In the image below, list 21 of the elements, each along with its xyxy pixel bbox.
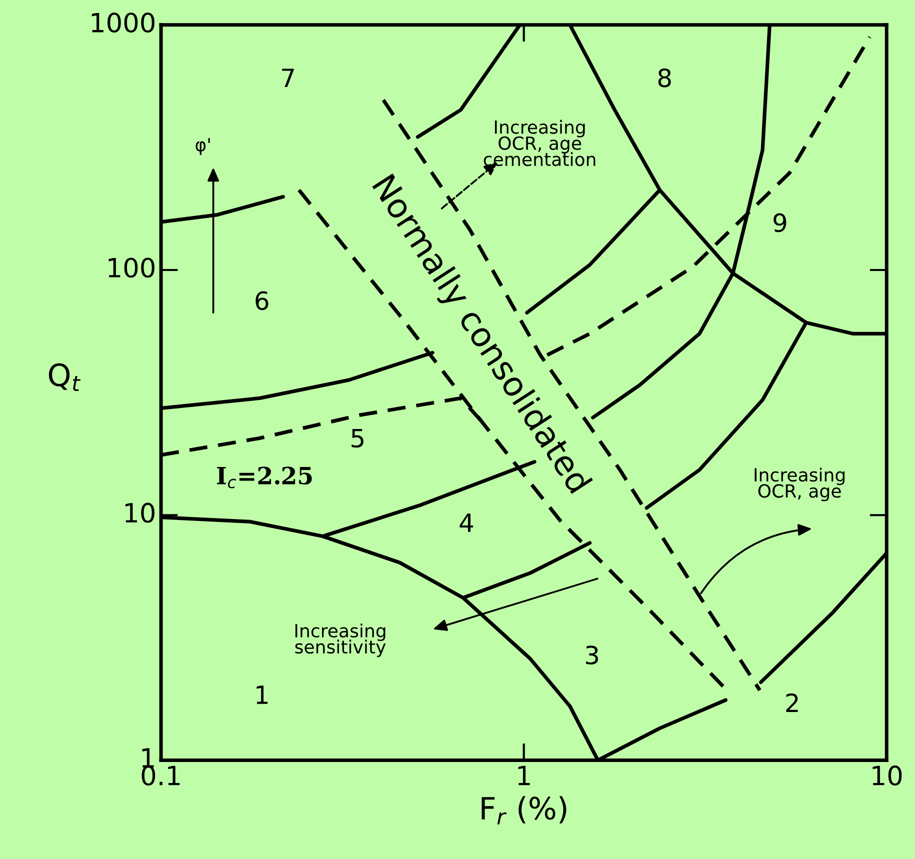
annotation: 5	[352, 429, 364, 448]
annotation: 4	[460, 514, 474, 532]
y-tick-label: 10	[126, 502, 154, 523]
x-tick-label: 1	[518, 766, 530, 786]
x-axis-title: F$_{r}$ (%)	[482, 796, 566, 824]
annotation: Increasing OCR, age cementation	[484, 120, 596, 166]
annotation: Increasing OCR, age	[754, 468, 845, 502]
annotation: 3	[586, 646, 598, 665]
annotation: 9	[774, 213, 786, 232]
annotation: Increasing sensitivity	[295, 624, 386, 658]
annotation: 1	[256, 686, 268, 704]
annotation: 2	[786, 693, 798, 712]
annotation: 8	[658, 68, 671, 88]
y-axis-title: Q$_{t}$	[48, 363, 81, 391]
y-tick-label: 100	[108, 258, 154, 278]
y-tick-label: 1000	[92, 12, 154, 33]
annotation: φ'	[196, 138, 210, 155]
annotation: 7	[282, 68, 294, 87]
annotation: 6	[256, 291, 268, 310]
x-tick-label: 10	[872, 766, 902, 786]
annotation: I$_{c}$=2.25	[217, 466, 312, 488]
